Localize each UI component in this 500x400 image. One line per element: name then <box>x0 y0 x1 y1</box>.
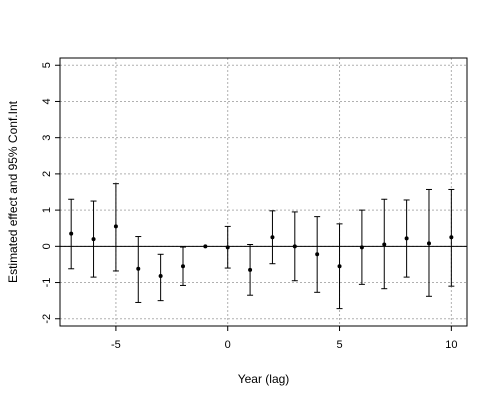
point-estimate <box>449 235 454 240</box>
point-estimate <box>292 244 297 249</box>
point-estimate <box>248 267 253 272</box>
y-axis-label: Estimated effect and 95% Conf.Int <box>6 100 20 283</box>
y-tick-label: 3 <box>41 135 53 141</box>
y-tick-label: 0 <box>41 243 53 249</box>
point-estimate <box>180 264 185 269</box>
point-estimate <box>225 245 230 250</box>
point-estimate <box>113 224 118 229</box>
x-tick-label: -5 <box>111 339 121 351</box>
point-estimate <box>270 235 275 240</box>
y-axis-ticks: -2 -1 0 1 2 3 4 5 <box>41 62 60 324</box>
point-estimate <box>69 231 74 236</box>
y-tick-label: 2 <box>41 171 53 177</box>
point-estimate <box>315 252 320 257</box>
point-estimate <box>91 237 96 242</box>
point-estimate <box>359 245 364 250</box>
point-estimate <box>158 274 163 279</box>
y-tick-label: 4 <box>41 98 53 104</box>
y-tick-label: -1 <box>41 278 53 288</box>
plot-frame <box>59 57 468 327</box>
point-estimate <box>404 236 409 241</box>
point-estimate <box>203 244 208 249</box>
point-estimate <box>426 241 431 246</box>
x-tick-label: 10 <box>445 339 457 351</box>
point-estimate <box>136 266 141 271</box>
point-estimates <box>69 224 454 279</box>
point-estimate <box>382 242 387 247</box>
y-tick-label: 5 <box>41 62 53 68</box>
x-axis-ticks: -5 0 5 10 <box>111 326 457 351</box>
grid-lines <box>60 58 467 326</box>
x-tick-label: 5 <box>336 339 342 351</box>
x-tick-label: 0 <box>225 339 231 351</box>
point-estimate <box>337 264 342 269</box>
y-tick-label: -2 <box>41 314 53 324</box>
x-axis-label: Year (lag) <box>238 372 290 386</box>
y-tick-label: 1 <box>41 207 53 213</box>
